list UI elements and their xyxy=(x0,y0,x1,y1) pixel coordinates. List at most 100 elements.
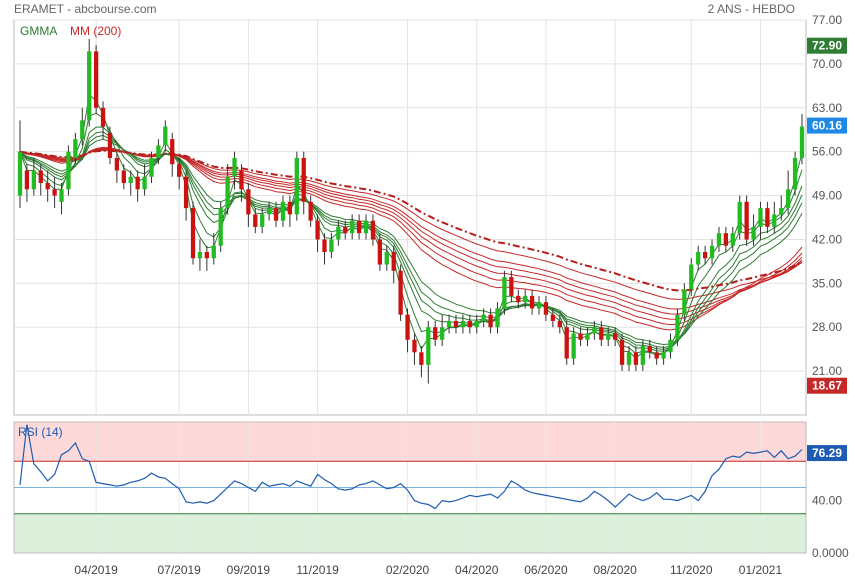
candle-body xyxy=(190,208,196,259)
candle-body xyxy=(59,189,64,202)
time-tick-label: 09/2019 xyxy=(227,563,271,577)
rsi-tick-label: 40.00 xyxy=(812,494,842,508)
time-tick-label: 04/2020 xyxy=(455,563,499,577)
candle-body xyxy=(543,302,549,315)
time-tick-label: 11/2020 xyxy=(670,563,713,577)
candle-body xyxy=(523,295,528,303)
price-tick-label: 49.00 xyxy=(812,189,842,203)
time-tick-label: 01/2021 xyxy=(739,563,783,577)
time-tick-label: 06/2020 xyxy=(524,563,568,577)
candle-body xyxy=(606,333,611,340)
price-tag-label: 72.90 xyxy=(812,39,842,53)
candle-body xyxy=(121,170,126,184)
candle-body xyxy=(613,333,618,340)
time-tick-label: 11/2019 xyxy=(296,563,339,577)
time-tick-label: 08/2020 xyxy=(593,563,637,577)
candle-body xyxy=(177,164,182,177)
candle-body xyxy=(253,214,258,227)
candle-body xyxy=(398,270,403,315)
candle-body xyxy=(647,346,652,353)
candle-body xyxy=(350,220,355,234)
price-tag-label: 60.16 xyxy=(812,119,842,133)
candle-body xyxy=(502,277,507,309)
candle-body xyxy=(723,233,729,246)
legend-gmma: GMMA xyxy=(20,24,57,38)
candle-body xyxy=(343,226,348,234)
candle-body xyxy=(93,51,99,108)
candle-body xyxy=(509,277,514,296)
candle-body xyxy=(765,208,770,227)
candle-body xyxy=(405,314,410,340)
price-tick-label: 21.00 xyxy=(812,364,842,378)
candle-body xyxy=(149,157,154,177)
candle-body xyxy=(758,208,763,227)
candle-body xyxy=(384,251,389,265)
rsi-overbought-zone xyxy=(14,422,806,462)
candle-body xyxy=(156,145,161,158)
candle-body xyxy=(80,120,85,140)
candle-body xyxy=(266,208,272,215)
candle-body xyxy=(45,183,50,190)
candle-body xyxy=(536,302,542,309)
chart-source-title: ERAMET - abcbourse.com xyxy=(14,2,157,16)
price-tick-label: 35.00 xyxy=(812,276,842,290)
mm200-line xyxy=(19,149,803,292)
candle-body xyxy=(668,339,673,353)
candle-body xyxy=(460,320,466,328)
candle-body xyxy=(439,327,445,340)
price-tag-box xyxy=(807,117,847,134)
candle-body xyxy=(135,176,140,190)
rsi-label: RSI (14) xyxy=(18,425,63,439)
candle-body xyxy=(52,189,57,196)
candle-body xyxy=(197,251,203,259)
candle-body xyxy=(246,189,251,215)
candle-body xyxy=(426,327,431,365)
candle-body xyxy=(474,320,479,328)
price-tick-label: 42.00 xyxy=(812,232,842,246)
candle-body xyxy=(730,233,735,246)
candle-body xyxy=(239,170,244,190)
candle-body xyxy=(446,320,452,328)
candle-body xyxy=(301,157,306,202)
candle-body xyxy=(550,314,556,321)
legend-mm200: MM (200) xyxy=(70,24,121,38)
candle-body xyxy=(100,107,106,127)
candle-body xyxy=(696,251,701,265)
candle-body xyxy=(170,139,175,165)
candle-body xyxy=(225,176,230,209)
candle-body xyxy=(287,201,293,215)
candle-body xyxy=(516,295,521,303)
candle-body xyxy=(599,327,604,340)
candle-body xyxy=(232,157,237,177)
price-tick-label: 28.00 xyxy=(812,320,842,334)
candle-body xyxy=(17,151,23,196)
rsi-current-box xyxy=(807,445,847,462)
candle-body xyxy=(73,139,78,158)
candle-body xyxy=(702,251,708,259)
candle-body xyxy=(218,208,223,246)
candle-body xyxy=(356,220,362,234)
candle-body xyxy=(488,314,493,328)
candle-body xyxy=(260,214,265,227)
candle-body xyxy=(419,352,424,365)
candle-body xyxy=(308,201,313,221)
candle-body xyxy=(689,264,694,290)
time-tick-label: 04/2019 xyxy=(74,563,118,577)
candle-body xyxy=(433,327,438,340)
candle-body xyxy=(315,220,320,240)
candle-body xyxy=(799,126,805,158)
price-tick-label: 63.00 xyxy=(812,101,842,115)
candle-body xyxy=(640,346,645,365)
price-tag-box xyxy=(807,37,847,54)
rsi-current-label: 76.29 xyxy=(812,446,842,460)
candle-body xyxy=(370,220,376,240)
candle-body xyxy=(322,239,327,252)
time-tick-label: 07/2019 xyxy=(157,563,201,577)
candle-body xyxy=(336,226,341,240)
price-tag-box xyxy=(807,377,847,394)
candle-body xyxy=(772,214,777,227)
candle-body xyxy=(31,170,36,190)
candle-body xyxy=(619,339,625,365)
candle-body xyxy=(273,208,279,221)
